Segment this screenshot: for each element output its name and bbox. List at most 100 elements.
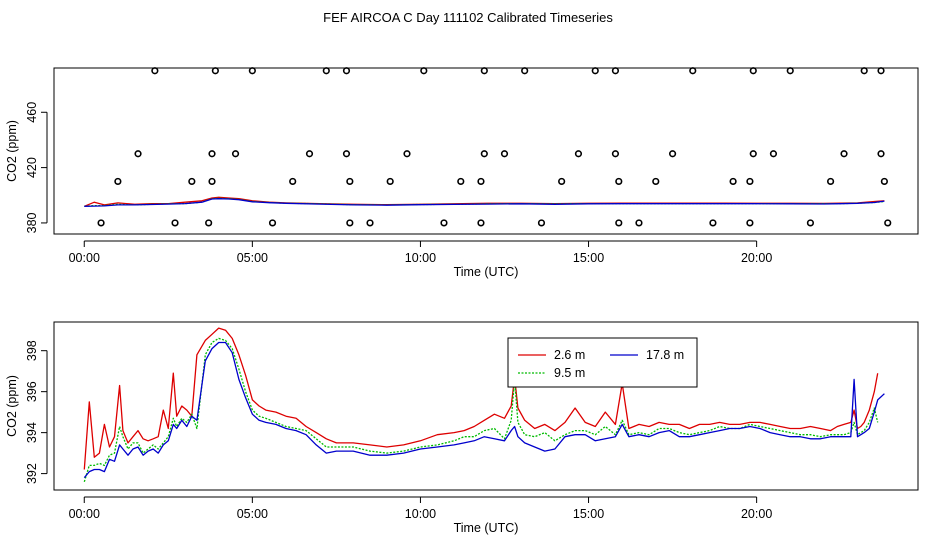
lower-series-line-2.6m [83,327,879,470]
lower-x-tick-label: 15:00 [573,507,604,521]
marker-point [97,219,105,227]
lower-x-tick-label: 20:00 [741,507,772,521]
lower-y-tick-label: 398 [25,340,39,361]
upper-x-tick-label: 20:00 [741,251,772,265]
lower-plot-frame [53,321,919,491]
marker-point [477,219,485,227]
legend-label-17.8m: 17.8 m [646,348,684,362]
marker-point [342,67,351,75]
marker-point [709,219,717,227]
marker-point [652,177,660,186]
marker-point [420,67,428,75]
lower-x-tick-label: 00:00 [69,507,100,521]
marker-point [248,67,256,75]
legend-box [507,337,698,388]
marker-point [591,67,599,75]
marker-point [615,177,623,186]
lower-series-line-17.8m [83,341,885,479]
marker-point [211,67,219,75]
marker-point [806,219,815,227]
upper-x-tick-label: 00:00 [69,251,100,265]
marker-point [208,150,216,158]
upper-y-tick-label: 380 [25,212,39,233]
marker-point [480,150,488,158]
marker-point [521,67,529,75]
marker-point [877,67,885,75]
marker-point [611,150,620,158]
marker-point [574,150,583,158]
legend-label-9.5m: 9.5 m [554,366,585,380]
lower-x-axis: 00:00 05:00 10:00 15:00 20:00 [69,496,772,521]
marker-point [746,219,754,227]
upper-x-tick-label: 05:00 [237,251,268,265]
marker-point [188,177,196,186]
lower-x-axis-label: Time (UTC) [454,521,519,535]
lower-series-line-9.5m [83,337,879,482]
upper-series-line-17.8m [84,198,885,207]
marker-point [611,67,620,75]
marker-point [305,150,314,158]
marker-point [749,67,757,75]
lower-y-tick-label: 394 [25,422,39,443]
marker-point [749,150,757,158]
upper-plot-panel: 00:00 05:00 10:00 15:00 20:00 380 420 460 Time… [5,67,919,279]
legend: 2.6 m 9.5 m 17.8 m [507,337,698,388]
lower-y-axis-label: CO2 (ppm) [5,375,19,437]
marker-point [346,177,354,186]
marker-point [884,219,892,227]
upper-x-axis: 00:00 05:00 10:00 15:00 20:00 [69,240,772,265]
marker-point [205,219,213,227]
lower-x-tick-label: 10:00 [405,507,436,521]
lower-series-group [83,327,885,482]
marker-point [786,67,794,75]
marker-point [440,219,448,227]
marker-point [729,177,737,186]
upper-x-tick-label: 10:00 [405,251,436,265]
upper-x-tick-label: 15:00 [573,251,604,265]
upper-y-axis: 380 420 460 [25,102,48,233]
legend-label-2.6m: 2.6 m [554,348,585,362]
lower-y-axis: 392 394 396 398 [25,340,48,484]
marker-point [477,177,485,186]
marker-point [403,150,411,158]
marker-point [689,67,697,75]
marker-point [386,177,394,186]
marker-point [268,219,277,227]
lower-y-tick-label: 396 [25,381,39,402]
marker-point [322,67,330,75]
marker-point [537,219,546,227]
lower-y-tick-label: 392 [25,463,39,484]
marker-point [615,219,623,227]
upper-y-axis-label: CO2 (ppm) [5,120,19,182]
marker-point [769,150,778,158]
upper-plot-frame [53,67,919,235]
marker-point [558,177,566,186]
upper-y-tick-label: 460 [25,102,39,123]
figure-title: FEF AIRCOA C Day 111102 Calibrated Times… [323,10,613,25]
marker-point [840,150,848,158]
marker-point [500,150,509,158]
marker-point [880,177,888,186]
lower-plot-panel: 00:00 05:00 10:00 15:00 20:00 392 394 396 398 T… [5,321,919,535]
marker-point [826,177,835,186]
marker-point [171,219,179,227]
upper-series-group [84,196,885,207]
marker-point [668,150,677,158]
marker-point [635,219,643,227]
upper-x-axis-label: Time (UTC) [454,265,519,279]
marker-point [289,177,297,186]
marker-point [480,67,488,75]
marker-point [366,219,374,227]
marker-point [208,177,216,186]
lower-x-tick-label: 05:00 [237,507,268,521]
upper-marker-group [97,67,892,227]
marker-point [746,177,754,186]
marker-point [346,219,354,227]
marker-point [860,67,868,75]
marker-point [457,177,465,186]
upper-y-tick-label: 420 [25,157,39,178]
marker-point [151,67,159,75]
marker-point [134,150,142,158]
marker-point [114,177,122,186]
